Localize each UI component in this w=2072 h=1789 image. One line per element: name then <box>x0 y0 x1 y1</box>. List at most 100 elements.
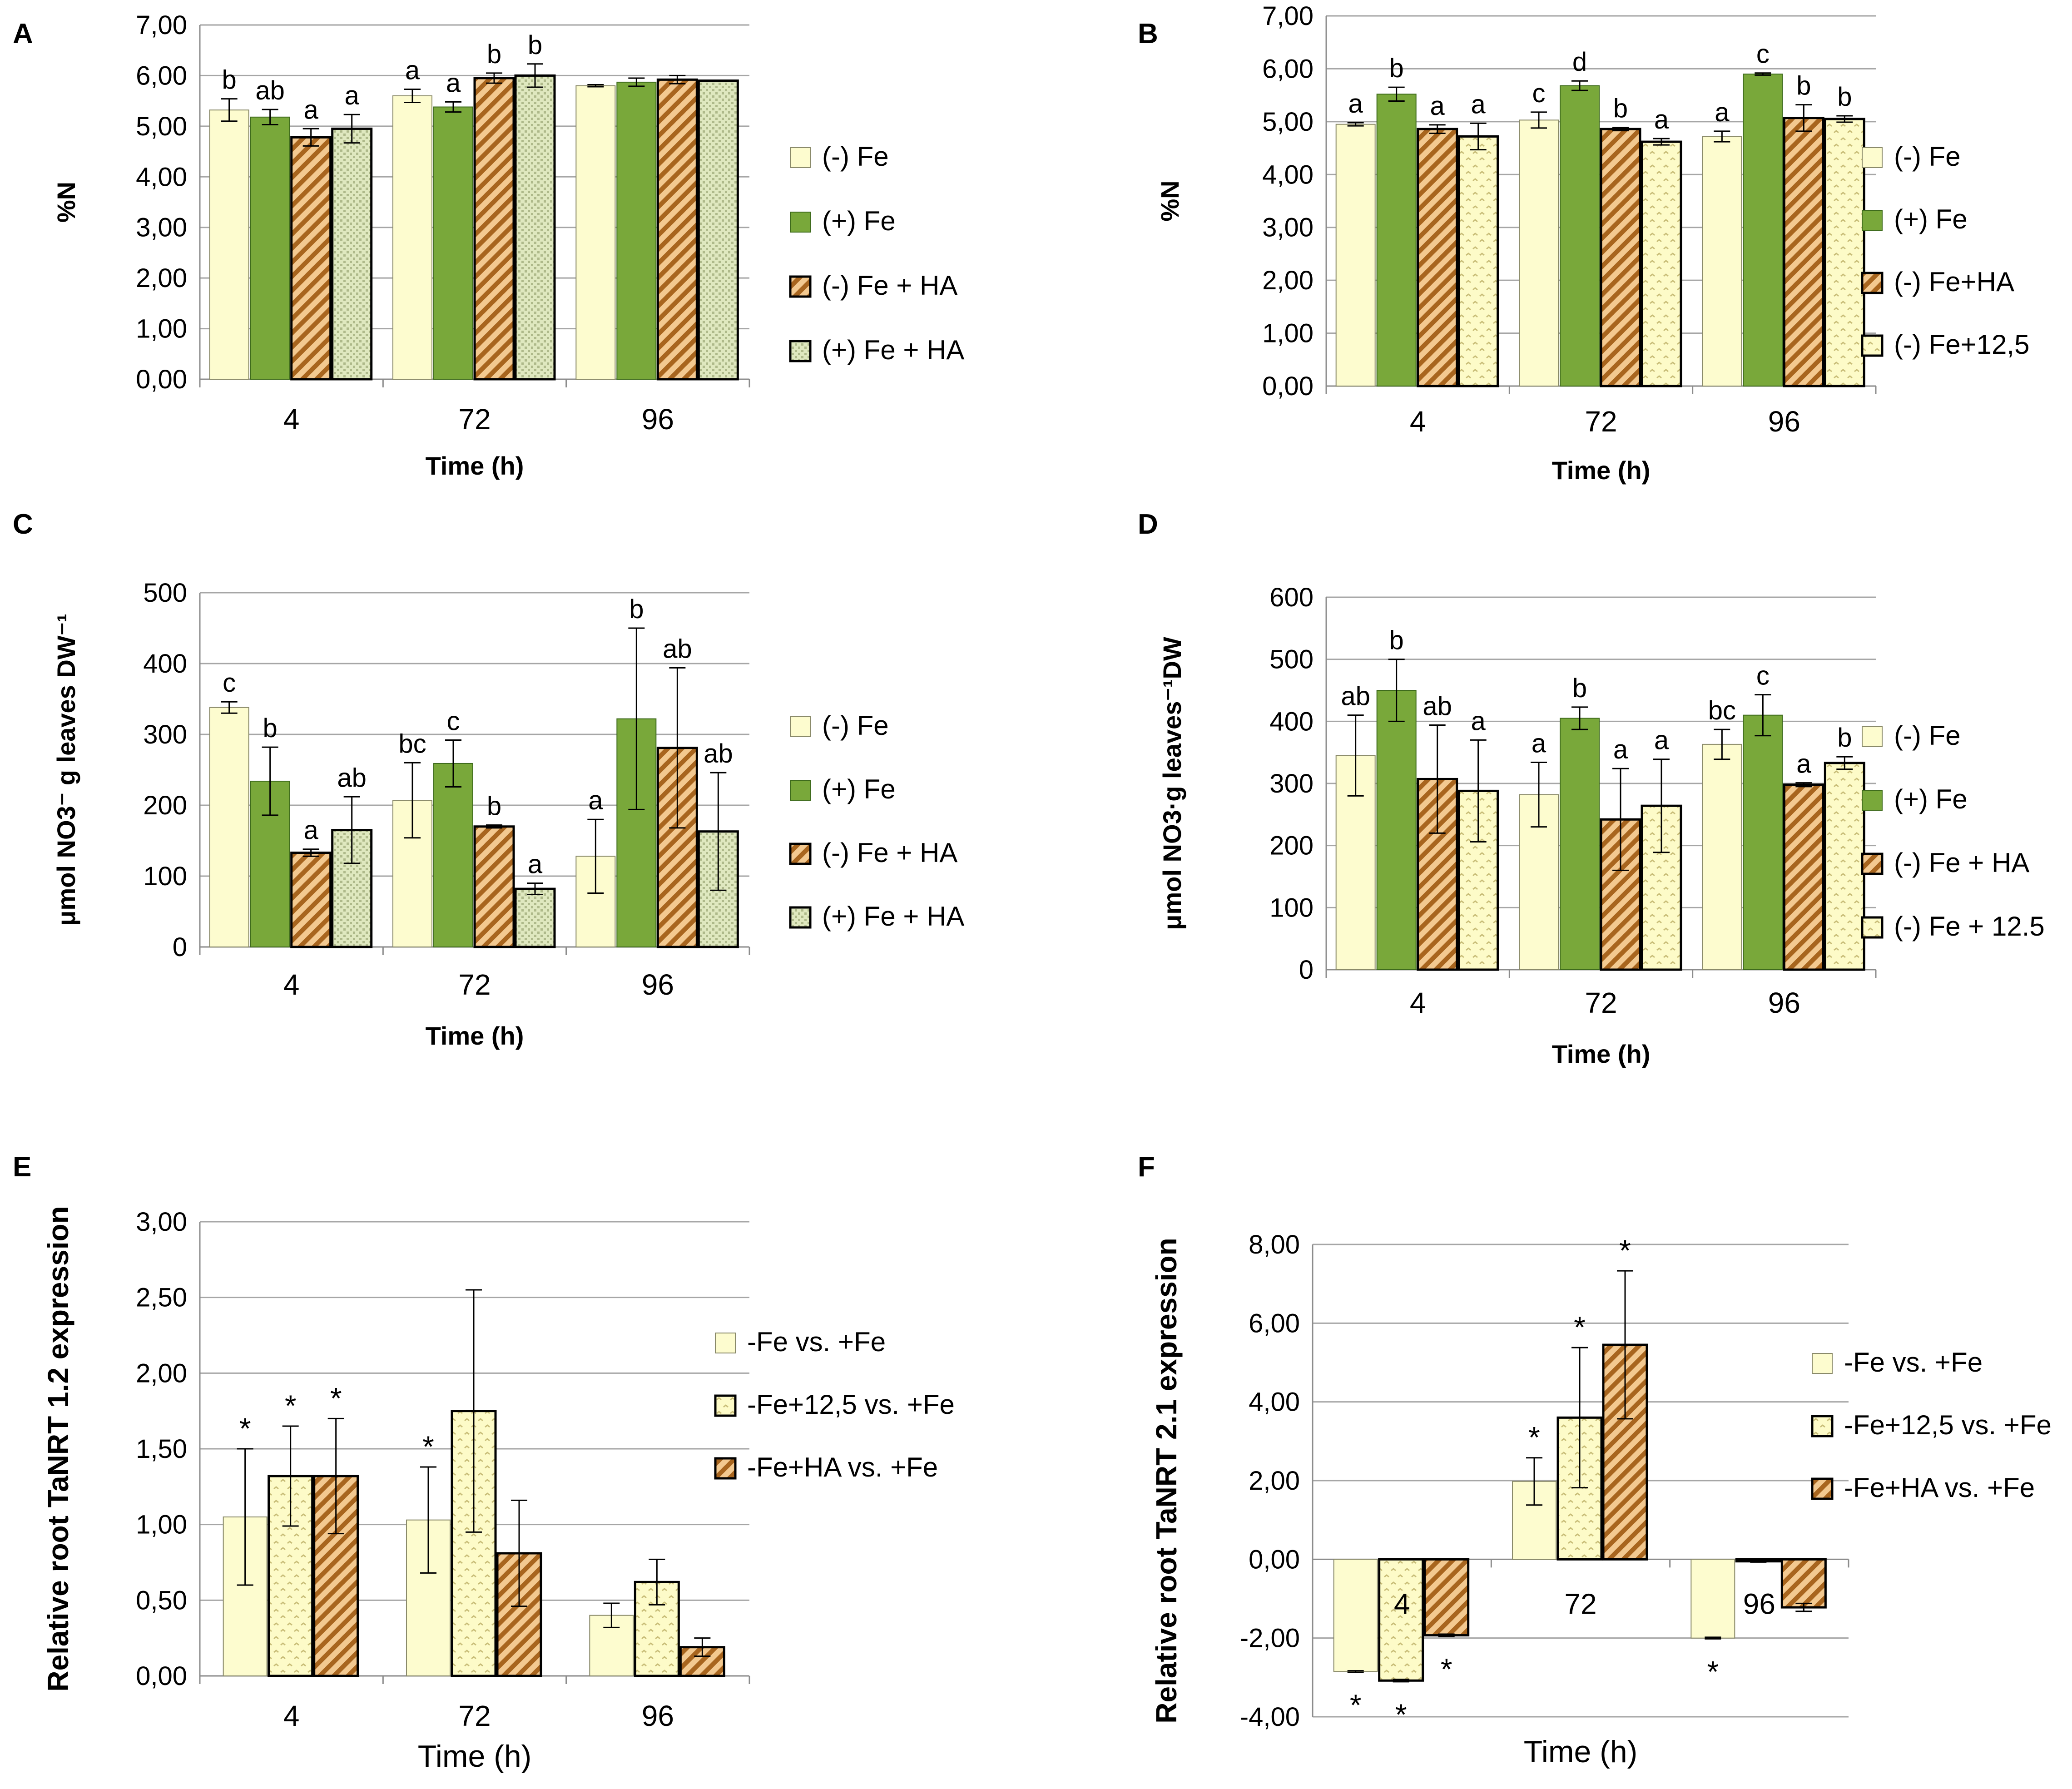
significance-label: a <box>345 81 360 110</box>
bar-minus_fe_ha-72 <box>473 77 515 381</box>
panel-A: A0,001,002,003,004,005,006,007,00b aab aab… <box>13 10 964 480</box>
x-axis-title: Time (h) <box>426 1021 524 1050</box>
panel-label-A: A <box>13 18 33 50</box>
x-category-label: 72 <box>458 1700 491 1732</box>
y-tick-label: 1,00 <box>136 1510 187 1540</box>
y-tick-label: 7,00 <box>1262 1 1314 31</box>
bar-minus_fe_125-4 <box>1457 789 1499 971</box>
bar-plus_fe-72 <box>1560 718 1600 970</box>
bar-minus_fe_ha-72 <box>473 825 515 948</box>
legend-swatch-plus_fe <box>1862 210 1883 231</box>
panel-F: F -4,00 -2,00 0,00 2,00 4,00 6,00 8,00 * * * * * * * 4 7… <box>1138 1151 2052 1769</box>
significance-label: a <box>405 56 420 85</box>
legend-label: (-) Fe+12,5 <box>1894 329 2029 360</box>
legend-label: (+) Fe + HA <box>822 335 964 365</box>
significance-label: a <box>1715 98 1730 127</box>
significance-label: a <box>528 850 543 879</box>
x-category-label: 4 <box>283 968 300 1001</box>
legend-swatch-minus_fe_ha <box>789 275 812 298</box>
legend-label: (-) Fe <box>822 710 889 741</box>
bar-plus_fe-96 <box>1743 714 1783 970</box>
legend-label: -Fe+12,5 vs. +Fe <box>1844 1410 2052 1440</box>
x-axis-title: Time (h) <box>1552 1040 1651 1068</box>
significance-label: ab <box>1423 692 1452 721</box>
significance-label: b <box>1389 626 1404 655</box>
x-category-label: 4 <box>283 403 300 436</box>
legend-swatch-minus_fe_ha <box>1811 1477 1834 1500</box>
legend-label: -Fe+12,5 vs. +Fe <box>747 1389 955 1420</box>
significance-label: ab <box>663 634 692 664</box>
legend-label: (-) Fe + HA <box>822 838 957 868</box>
x-category-label: 72 <box>1564 1587 1596 1620</box>
y-axis-title: %N <box>1155 180 1184 221</box>
x-category-label: 72 <box>458 968 491 1001</box>
bar-minus_fe_ha-72 <box>1600 128 1641 387</box>
significance-label: b <box>1837 82 1852 112</box>
y-tick-label: 500 <box>143 578 187 608</box>
legend-swatch-minus_fe <box>1812 1353 1833 1374</box>
panel-label-B: B <box>1138 18 1158 50</box>
significance-label: * <box>1619 1234 1631 1267</box>
significance-label: c <box>1756 40 1770 69</box>
x-axis-title: Time (h) <box>426 451 524 480</box>
significance-label: bc <box>1708 696 1736 725</box>
y-tick-label: 4,00 <box>1262 160 1314 189</box>
significance-label: a <box>1348 89 1363 119</box>
bar-minus_fe-4 <box>209 707 249 947</box>
significance-label: a <box>588 786 603 815</box>
x-category-label: 96 <box>642 1700 674 1732</box>
significance-label: * <box>1707 1655 1719 1688</box>
x-category-label: 96 <box>1768 986 1800 1019</box>
legend-swatch-minus_fe_ha <box>1861 852 1884 875</box>
x-axis-title: Time (h) <box>1552 456 1651 485</box>
significance-label: a <box>1471 89 1486 119</box>
y-tick-label: 2,00 <box>136 263 187 293</box>
legend-label: -Fe vs. +Fe <box>1844 1347 1983 1378</box>
legend-label: (+) Fe <box>1894 204 1968 234</box>
bar-minus_fe-4 <box>209 109 249 380</box>
legend-swatch-minus_fe_ha <box>789 842 812 865</box>
significance-label: * <box>1528 1421 1540 1454</box>
legend-swatch-plus_fe_ha <box>789 340 812 362</box>
y-tick-label: 4,00 <box>136 162 187 192</box>
y-tick-label: 8,00 <box>1249 1230 1300 1259</box>
y-axis-title: Relative root TaNRT 1.2 expression <box>42 1206 74 1691</box>
y-tick-label: 100 <box>1269 893 1314 922</box>
y-tick-label: 0 <box>173 932 187 962</box>
bar-plus_fe-4 <box>1376 690 1417 970</box>
significance-label: a <box>1430 91 1445 121</box>
y-axis-title: Relative root TaNRT 2.1 expression <box>1150 1238 1183 1723</box>
significance-label: a <box>304 816 319 845</box>
legend-swatch-minus_fe <box>1862 147 1883 168</box>
y-tick-label: 6,00 <box>1262 54 1314 84</box>
bar-minus_fe_ha-96 <box>656 78 698 381</box>
significance-label: c <box>1532 79 1546 108</box>
y-tick-label: -2,00 <box>1240 1624 1300 1653</box>
y-tick-label: 6,00 <box>1249 1308 1300 1338</box>
x-category-label: 4 <box>1410 986 1426 1019</box>
legend-swatch-minus_fe_125 <box>1861 916 1884 939</box>
y-tick-label: 1,00 <box>1262 319 1314 348</box>
y-tick-label: 5,00 <box>136 112 187 141</box>
y-tick-label: 300 <box>1269 769 1314 798</box>
significance-label: b <box>629 595 644 624</box>
bar-plus_fe-96 <box>616 81 657 380</box>
bar-plus_fe-4 <box>250 116 290 380</box>
legend-swatch-minus_fe <box>790 147 811 168</box>
y-tick-label: 600 <box>1269 583 1314 612</box>
y-tick-label: 5,00 <box>1262 107 1314 137</box>
significance-label: b <box>1572 674 1587 703</box>
significance-label: b <box>487 792 501 821</box>
bar-plus_fe-72 <box>1560 85 1600 387</box>
significance-label: b <box>263 714 278 743</box>
y-tick-label: 0,50 <box>136 1586 187 1615</box>
legend-label: (+) Fe <box>822 774 896 804</box>
significance-label: a <box>1471 706 1486 736</box>
legend-label: (-) Fe <box>1894 720 1961 751</box>
legend-swatch-minus_fe_125 <box>714 1394 737 1417</box>
legend-swatch-minus_fe_ha <box>1861 272 1884 294</box>
y-tick-label: 4,00 <box>1249 1388 1300 1417</box>
x-category-label: 4 <box>283 1700 300 1732</box>
significance-label: c <box>447 706 460 736</box>
